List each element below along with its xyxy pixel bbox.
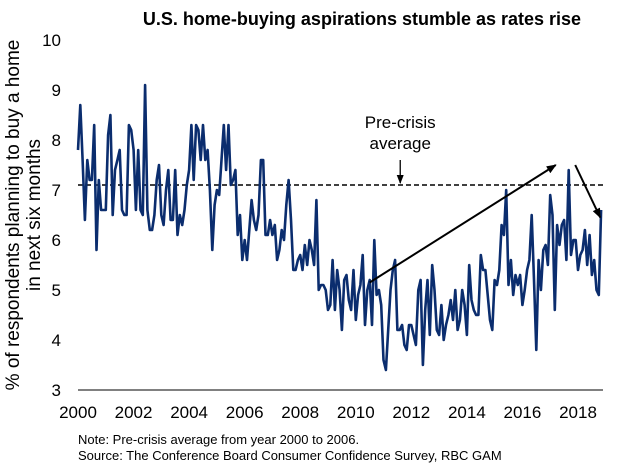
x-tick-label: 2008	[281, 403, 319, 422]
source-text: Source: The Conference Board Consumer Co…	[78, 448, 502, 463]
trend-arrow	[369, 164, 557, 284]
x-tick-label: 2018	[559, 403, 597, 422]
y-tick-label: 4	[52, 331, 61, 350]
y-tick-label: 10	[42, 31, 61, 50]
trend-arrows	[369, 164, 602, 284]
trend-arrow	[574, 164, 602, 219]
y-tick-label: 8	[52, 131, 61, 150]
note-text: Note: Pre-crisis average from year 2000 …	[78, 432, 360, 447]
x-tick-label: 2012	[392, 403, 430, 422]
y-axis-label-line-2: in next six months	[24, 139, 45, 291]
x-tick-label: 2000	[59, 403, 97, 422]
y-tick-label: 9	[52, 81, 61, 100]
x-tick-label: 2002	[115, 403, 153, 422]
x-axis-ticks: 2000 2002 2004 2006 2008 2010 2012 2014 2016 2018	[59, 403, 597, 422]
series-line	[76, 83, 603, 372]
chart-title: U.S. home-buying aspirations stumble as …	[142, 9, 582, 29]
pre-crisis-label-line-2: average	[370, 134, 431, 153]
y-tick-label: 7	[52, 181, 61, 200]
x-tick-label: 2006	[226, 403, 264, 422]
x-tick-label: 2016	[504, 403, 542, 422]
pre-crisis-label-line-1: Pre-crisis	[365, 113, 436, 132]
y-tick-label: 3	[52, 381, 61, 400]
x-tick-label: 2014	[448, 403, 486, 422]
y-tick-label: 5	[52, 281, 61, 300]
y-tick-label: 6	[52, 231, 61, 250]
x-tick-label: 2010	[337, 403, 375, 422]
x-tick-label: 2004	[170, 403, 208, 422]
y-axis-label-line-1: % of respondents planning to buy a home	[3, 40, 24, 391]
y-axis-ticks: 3 4 5 6 7 8 9 10	[42, 31, 61, 400]
y-axis-label: % of respondents planning to buy a home …	[3, 40, 45, 391]
